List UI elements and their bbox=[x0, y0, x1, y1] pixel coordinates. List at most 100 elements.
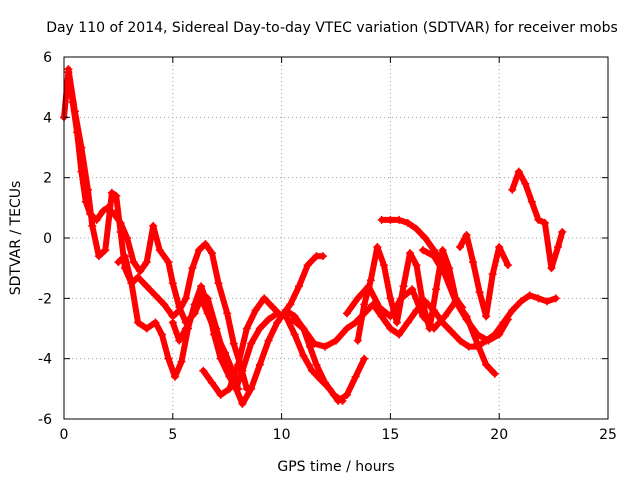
data-point-marker bbox=[429, 324, 438, 333]
data-point-marker bbox=[438, 246, 447, 255]
data-point-marker bbox=[234, 360, 243, 369]
series-arc-2 bbox=[65, 66, 250, 392]
data-point-marker bbox=[366, 276, 375, 285]
data-point-marker bbox=[168, 279, 177, 288]
data-point-marker bbox=[360, 300, 369, 309]
data-point-marker bbox=[429, 252, 438, 261]
data-point-marker bbox=[216, 390, 225, 399]
data-point-marker bbox=[342, 324, 351, 333]
data-point-marker bbox=[321, 378, 330, 387]
x-tick-label: 10 bbox=[273, 427, 291, 443]
data-point-marker bbox=[83, 185, 92, 194]
data-point-marker bbox=[142, 258, 151, 267]
data-point-marker bbox=[421, 234, 430, 242]
data-point-marker bbox=[197, 288, 206, 297]
data-point-marker bbox=[203, 294, 212, 303]
data-point-marker bbox=[247, 339, 256, 348]
data-point-marker bbox=[94, 252, 103, 261]
data-point-marker bbox=[312, 360, 321, 369]
data-point-marker bbox=[151, 318, 160, 327]
data-point-marker bbox=[360, 354, 369, 363]
data-point-marker bbox=[408, 285, 417, 294]
data-point-marker bbox=[194, 246, 203, 255]
y-tick-label: -2 bbox=[38, 291, 52, 307]
series-arc-4 bbox=[169, 289, 346, 407]
data-point-marker bbox=[101, 246, 110, 255]
data-point-marker bbox=[540, 218, 549, 227]
data-point-marker bbox=[495, 243, 504, 252]
data-point-marker bbox=[273, 318, 282, 327]
data-point-marker bbox=[386, 215, 395, 224]
data-point-marker bbox=[451, 297, 460, 306]
data-point-marker bbox=[212, 324, 221, 333]
data-point-marker bbox=[403, 318, 412, 327]
data-point-marker bbox=[503, 261, 512, 270]
data-point-marker bbox=[107, 188, 116, 197]
data-point-marker bbox=[386, 312, 395, 321]
data-point-marker bbox=[64, 65, 73, 74]
data-point-marker bbox=[386, 324, 395, 333]
data-point-marker bbox=[114, 258, 123, 267]
data-point-marker bbox=[175, 306, 184, 315]
data-point-marker bbox=[329, 390, 338, 399]
data-point-marker bbox=[303, 261, 312, 270]
data-point-marker bbox=[440, 270, 449, 279]
data-point-marker bbox=[419, 312, 428, 321]
data-point-marker bbox=[181, 324, 190, 333]
series-arc-1 bbox=[61, 69, 242, 392]
data-point-marker bbox=[123, 234, 132, 242]
data-point-marker bbox=[88, 221, 97, 230]
data-point-marker bbox=[462, 230, 471, 239]
data-point-marker bbox=[514, 167, 523, 176]
data-point-marker bbox=[264, 336, 273, 345]
data-point-marker bbox=[251, 306, 260, 315]
data-point-marker bbox=[133, 273, 142, 282]
data-point-marker bbox=[558, 227, 567, 236]
data-point-marker bbox=[151, 291, 160, 300]
data-point-marker bbox=[373, 243, 382, 252]
data-point-marker bbox=[127, 279, 136, 288]
data-point-marker bbox=[495, 330, 504, 339]
data-point-marker bbox=[456, 243, 465, 252]
chart-title: Day 110 of 2014, Sidereal Day-to-day VTE… bbox=[46, 20, 618, 36]
data-point-marker bbox=[534, 215, 543, 224]
data-point-marker bbox=[399, 282, 408, 291]
data-point-marker bbox=[375, 303, 384, 312]
data-point-marker bbox=[364, 282, 373, 291]
data-point-marker bbox=[299, 351, 308, 360]
x-tick-label: 5 bbox=[168, 427, 177, 443]
data-point-marker bbox=[403, 218, 412, 227]
data-point-marker bbox=[482, 312, 491, 321]
data-point-marker bbox=[112, 191, 121, 200]
data-point-marker bbox=[268, 303, 277, 312]
data-point-marker bbox=[482, 360, 491, 369]
series-arc-11 bbox=[457, 232, 511, 320]
data-point-marker bbox=[223, 309, 232, 318]
data-point-marker bbox=[238, 399, 247, 408]
data-point-marker bbox=[238, 366, 247, 375]
data-point-marker bbox=[164, 258, 173, 267]
data-point-marker bbox=[190, 306, 199, 315]
data-point-marker bbox=[136, 267, 145, 276]
data-point-marker bbox=[264, 315, 273, 324]
data-point-marker bbox=[527, 197, 536, 206]
data-point-marker bbox=[221, 354, 230, 363]
data-point-marker bbox=[395, 215, 404, 224]
data-point-marker bbox=[397, 294, 406, 303]
data-point-marker bbox=[308, 366, 317, 375]
data-point-marker bbox=[295, 282, 304, 291]
y-tick-label: -4 bbox=[38, 352, 52, 368]
data-point-marker bbox=[377, 312, 386, 321]
data-point-marker bbox=[116, 227, 125, 236]
data-point-marker bbox=[342, 309, 351, 318]
data-point-marker bbox=[229, 339, 238, 348]
series-arc-3 bbox=[115, 253, 368, 404]
data-point-marker bbox=[188, 264, 197, 273]
data-point-marker bbox=[405, 249, 414, 258]
x-tick-label: 15 bbox=[381, 427, 399, 443]
data-point-marker bbox=[305, 342, 314, 351]
data-point-marker bbox=[475, 288, 484, 297]
y-tick-label: 0 bbox=[43, 231, 52, 247]
data-point-marker bbox=[142, 324, 151, 333]
data-point-marker bbox=[456, 336, 465, 345]
